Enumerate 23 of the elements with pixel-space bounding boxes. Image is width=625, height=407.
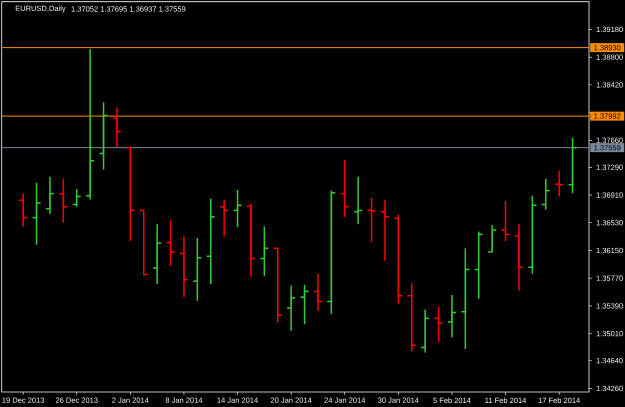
- candlestick: [542, 178, 550, 210]
- candlestick: [448, 294, 456, 338]
- candlestick: [19, 192, 28, 228]
- candlestick: [380, 199, 389, 262]
- candlestick: [234, 189, 242, 228]
- candlestick: [434, 306, 443, 342]
- candlestick: [354, 176, 362, 225]
- candlestick: [112, 106, 121, 148]
- candlestick: [287, 284, 296, 332]
- candlestick: [32, 182, 41, 246]
- candlestick: [368, 197, 376, 242]
- candlestick: [314, 273, 322, 312]
- candlestick: [300, 284, 309, 325]
- candlestick: [72, 188, 81, 208]
- candlestick: [555, 170, 564, 198]
- candlestick: [340, 159, 349, 218]
- candlestick: [59, 178, 68, 224]
- candlestick: [260, 226, 268, 277]
- candlestick: [502, 200, 510, 242]
- candlestick: [166, 220, 175, 267]
- candlestick: [220, 199, 228, 238]
- candlestick: [46, 176, 54, 215]
- candlestick: [488, 224, 496, 253]
